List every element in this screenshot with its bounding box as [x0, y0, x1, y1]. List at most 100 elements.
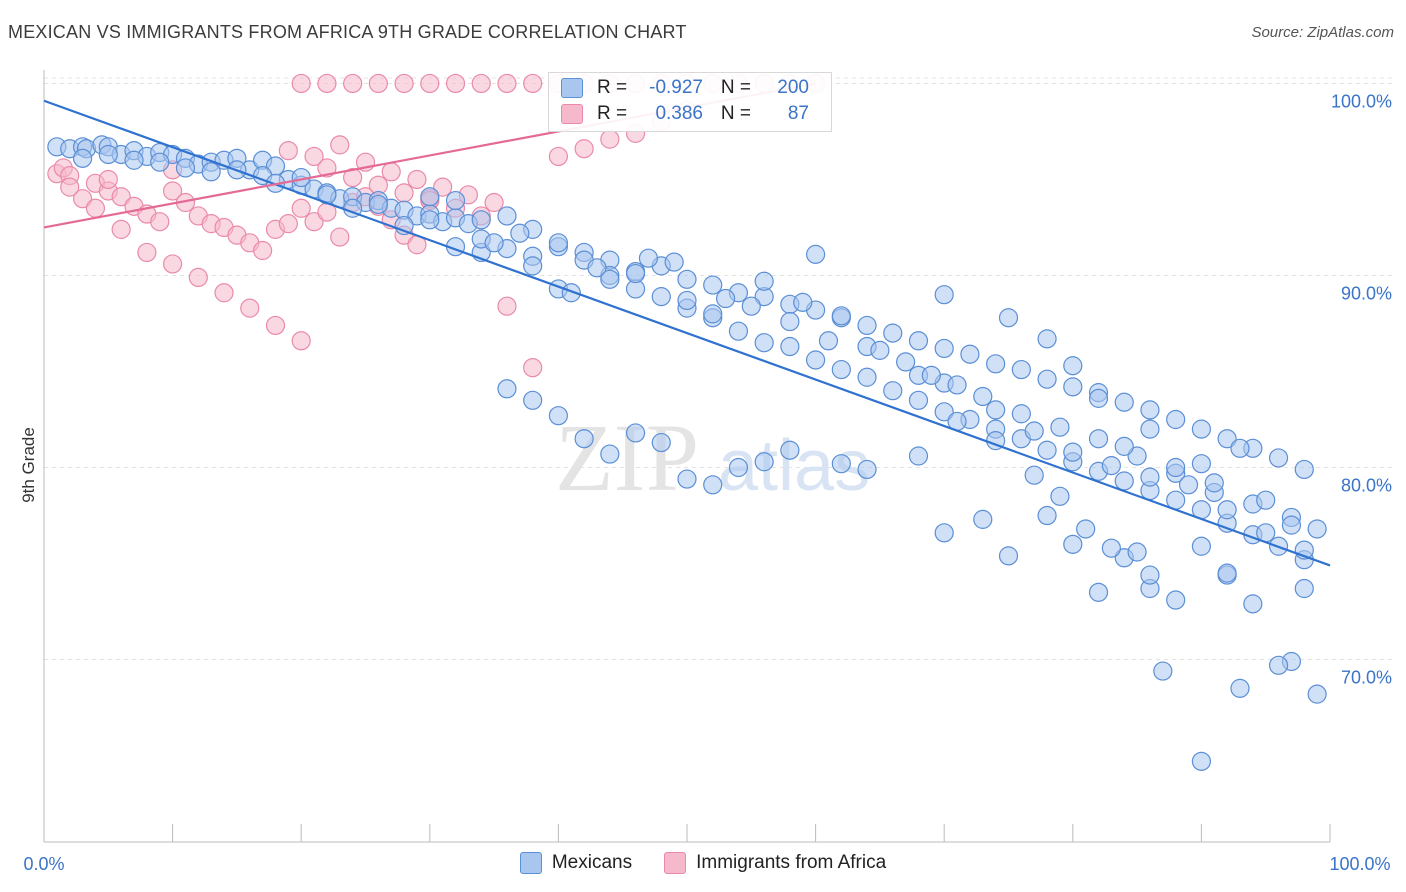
- mexican-point: [201, 162, 221, 182]
- y-tick-label: 90.0%: [1341, 283, 1392, 303]
- mexican-point: [1101, 456, 1121, 476]
- mexican-point: [638, 248, 659, 268]
- africa-point: [291, 73, 311, 94]
- africa-point: [368, 73, 388, 94]
- mexican-point: [1256, 490, 1276, 510]
- correlation-legend: R = -0.927 N = 200 R = 0.386 N = 87: [548, 72, 832, 132]
- africa-point: [98, 169, 118, 190]
- mexican-point: [741, 296, 761, 316]
- mexican-point: [1217, 429, 1237, 449]
- mexican-point: [1127, 446, 1147, 466]
- mexican-point: [1166, 457, 1186, 478]
- mexican-point: [883, 323, 903, 343]
- africa-point: [188, 267, 208, 288]
- mexican-point: [934, 523, 954, 543]
- legend-row-africa: R = 0.386 N = 87: [561, 103, 809, 125]
- africa-point: [240, 298, 260, 318]
- mexican-point: [857, 459, 877, 480]
- mexican-point: [1166, 590, 1186, 610]
- series-legend: Mexicans Immigrants from Africa: [0, 852, 1406, 874]
- mexican-point: [574, 429, 594, 449]
- mexican-point: [1191, 454, 1212, 474]
- mexican-point: [986, 354, 1006, 374]
- mexican-point: [548, 233, 569, 253]
- legend-n-value: 87: [787, 103, 809, 124]
- mexican-point: [625, 263, 646, 284]
- africa-point: [72, 189, 93, 209]
- mexican-point: [883, 381, 903, 401]
- mexican-point: [677, 269, 697, 289]
- mexican-point: [1217, 563, 1237, 583]
- mexican-trend-line: [43, 99, 1331, 567]
- africa-point: [548, 146, 569, 167]
- mexican-point: [98, 144, 118, 165]
- africa-point: [137, 242, 157, 263]
- mexican-point: [484, 233, 504, 253]
- x-tick-label: 100.0%: [1329, 854, 1390, 874]
- mexican-point: [600, 269, 620, 289]
- legend-swatch-pink: [664, 852, 687, 874]
- legend-label-mexicans: Mexicans: [551, 852, 633, 873]
- mexican-point: [908, 446, 929, 466]
- africa-point: [343, 167, 363, 188]
- legend-r-label: R =: [597, 77, 628, 98]
- mexican-point: [651, 287, 671, 307]
- africa-point: [253, 240, 273, 261]
- africa-point: [523, 358, 543, 378]
- mexican-point: [1191, 751, 1212, 771]
- africa-point: [407, 169, 427, 190]
- mexican-point: [664, 252, 684, 272]
- africa-point: [304, 212, 324, 232]
- mexican-point: [1191, 536, 1212, 556]
- mexican-point: [703, 275, 723, 295]
- legend-item-mexicans[interactable]: Mexicans: [519, 852, 633, 874]
- mexican-point: [420, 187, 440, 207]
- mexican-point: [1037, 440, 1057, 460]
- mexican-point: [831, 359, 851, 380]
- mexican-point: [998, 308, 1019, 328]
- mexican-point: [1230, 438, 1250, 458]
- africa-point: [497, 73, 517, 94]
- legend-swatch-blue: [561, 78, 583, 98]
- africa-point: [445, 73, 466, 94]
- africa-point: [471, 73, 491, 94]
- africa-point: [330, 227, 350, 247]
- mexican-point: [1140, 400, 1160, 420]
- y-tick-label: 100.0%: [1331, 91, 1392, 111]
- mexican-point: [1217, 500, 1237, 520]
- legend-label-africa: Immigrants from Africa: [696, 852, 887, 873]
- mexican-point: [1101, 538, 1121, 558]
- africa-point: [111, 219, 131, 239]
- mexican-point: [1114, 436, 1134, 456]
- mexican-point: [1024, 465, 1044, 485]
- mexican-point: [1307, 519, 1327, 539]
- mexican-point: [150, 152, 170, 172]
- mexican-point: [1088, 582, 1109, 602]
- mexican-point: [72, 148, 93, 168]
- mexican-point: [124, 150, 144, 170]
- africa-point: [163, 254, 183, 274]
- mexican-point: [986, 400, 1006, 420]
- mexican-point: [1178, 475, 1199, 495]
- mexican-point: [934, 402, 954, 422]
- mexican-point: [1243, 594, 1263, 614]
- africa-point: [278, 214, 298, 234]
- mexican-point: [497, 206, 517, 226]
- mexican-point: [831, 454, 851, 474]
- mexican-point: [1114, 392, 1134, 412]
- africa-point: [214, 283, 234, 303]
- mexican-point: [1230, 678, 1250, 698]
- mexican-point: [960, 344, 980, 364]
- africa-point: [381, 162, 401, 182]
- mexican-point: [973, 386, 993, 407]
- mexican-point: [1063, 356, 1083, 376]
- mexican-point: [1050, 486, 1070, 506]
- mexican-point: [420, 210, 440, 230]
- mexican-point: [1088, 429, 1109, 449]
- mexican-point: [561, 283, 581, 303]
- mexican-point: [1268, 655, 1289, 675]
- legend-item-africa[interactable]: Immigrants from Africa: [664, 852, 886, 874]
- africa-point: [523, 73, 543, 94]
- mexican-point: [780, 311, 800, 332]
